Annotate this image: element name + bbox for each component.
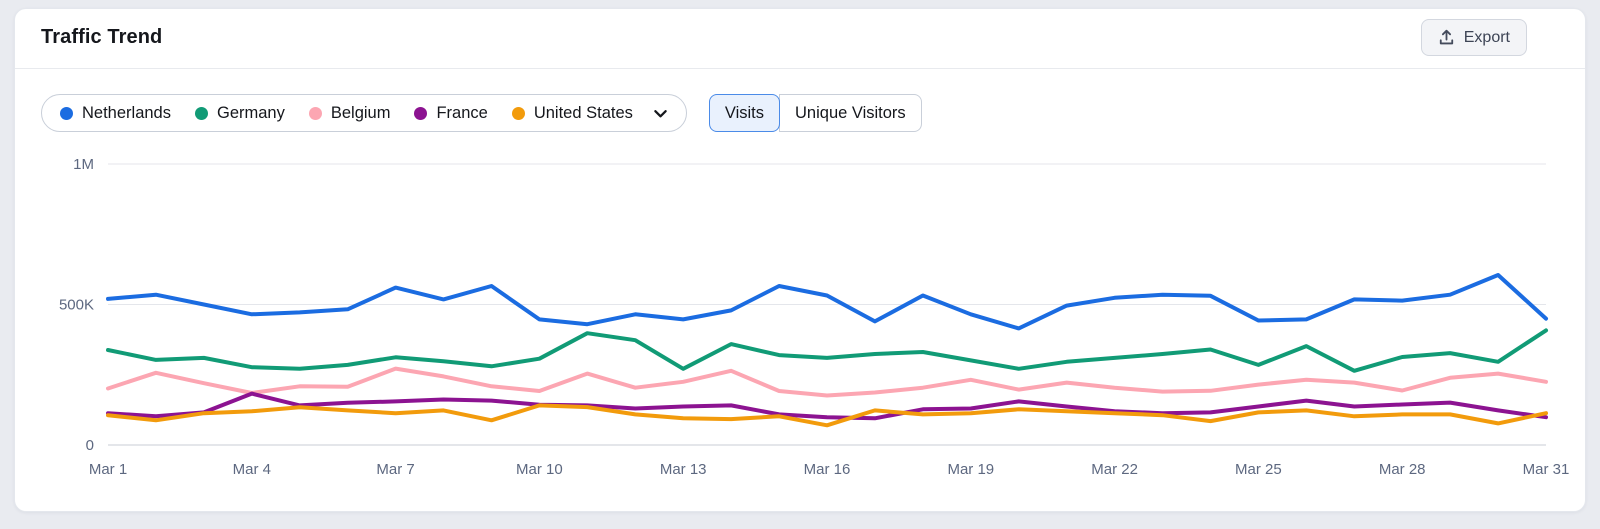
traffic-trend-chart[interactable]: 0 500K 1M Mar 1 Mar 4 Mar 7 Mar 10 Mar 13 Mar 16… [15, 149, 1587, 499]
series-line-netherlands[interactable] [106, 273, 1548, 331]
series-line-united-states[interactable] [106, 403, 1548, 428]
legend-item-label: Germany [216, 103, 285, 122]
x-tick-mar-13: Mar 13 [660, 461, 707, 478]
series-line-belgium[interactable] [106, 366, 1548, 398]
export-upload-icon [1438, 29, 1455, 46]
chart-controls: Netherlands Germany Belgium France United St… [41, 94, 922, 132]
x-tick-mar-31: Mar 31 [1523, 461, 1570, 478]
legend-color-dot [414, 106, 428, 120]
legend-item-label: France [436, 103, 488, 122]
x-tick-mar-16: Mar 16 [804, 461, 851, 478]
metric-option-unique-visitors[interactable]: Unique Visitors [779, 94, 922, 132]
x-tick-mar-7: Mar 7 [376, 461, 414, 478]
legend-item-label: United States [533, 103, 633, 122]
x-tick-mar-28: Mar 28 [1379, 461, 1426, 478]
legend-color-dot [511, 106, 525, 120]
country-legend: Netherlands Germany Belgium France United St… [41, 94, 687, 132]
line-chart-svg[interactable]: 0 500K 1M Mar 1 Mar 4 Mar 7 Mar 10 Mar 13 Mar 16… [15, 149, 1587, 499]
export-button[interactable]: Export [1420, 19, 1527, 56]
metric-option-visits[interactable]: Visits [708, 94, 781, 132]
legend-item-label: Belgium [330, 103, 391, 122]
legend-color-dot [60, 106, 73, 120]
card-header: Traffic Trend Export [15, 9, 1585, 69]
export-button-label: Export [1463, 28, 1510, 46]
y-tick-1M: 1M [73, 156, 94, 173]
legend-color-dot [308, 106, 322, 120]
x-tick-mar-19: Mar 19 [947, 461, 994, 478]
series-line-germany[interactable] [106, 328, 1548, 373]
y-tick-500K: 500K [59, 297, 94, 314]
legend-item-label: Netherlands [82, 103, 171, 122]
x-tick-mar-25: Mar 25 [1235, 461, 1282, 478]
y-tick-0: 0 [86, 437, 94, 454]
x-tick-mar-4: Mar 4 [233, 461, 271, 478]
metric-toggle: Visits Unique Visitors [708, 94, 922, 132]
traffic-trend-card: Traffic Trend Export Netherlands Germany B… [14, 8, 1586, 512]
legend-item-germany[interactable]: Germany [194, 103, 285, 123]
chevron-down-icon[interactable] [653, 106, 668, 121]
page-title: Traffic Trend [41, 26, 163, 48]
legend-color-dot [194, 106, 208, 120]
series-line-france[interactable] [106, 391, 1548, 421]
legend-item-united-states[interactable]: United States [511, 103, 633, 123]
x-tick-mar-1: Mar 1 [89, 461, 127, 478]
legend-item-france[interactable]: France [414, 103, 488, 123]
legend-item-netherlands[interactable]: Netherlands [60, 104, 171, 123]
x-tick-mar-10: Mar 10 [516, 461, 563, 478]
x-tick-mar-22: Mar 22 [1091, 461, 1138, 478]
legend-item-belgium[interactable]: Belgium [308, 103, 391, 123]
